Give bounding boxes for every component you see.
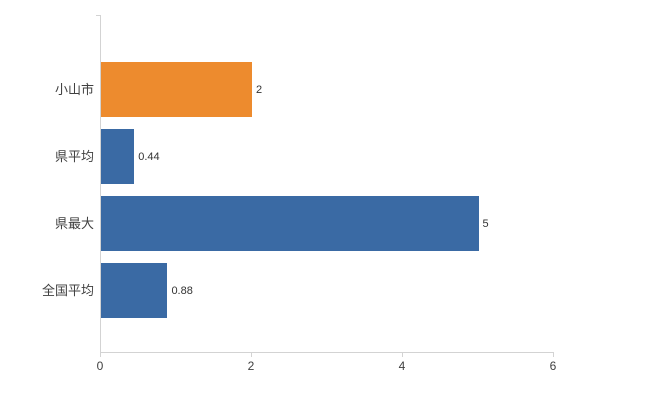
x-tick-label: 4: [398, 359, 406, 373]
x-tick-label: 0: [96, 359, 104, 373]
y-axis-line: [100, 15, 101, 353]
x-axis-tick: [402, 353, 403, 357]
x-tick-label: 6: [549, 359, 557, 373]
category-label: 小山市: [54, 81, 94, 97]
x-axis-tick: [100, 353, 101, 357]
x-axis-tick: [553, 353, 554, 357]
category-label: 全国平均: [41, 282, 94, 298]
category-label: 県最大: [54, 215, 94, 231]
y-axis-top-tick: [96, 15, 100, 16]
bar: [101, 196, 479, 251]
x-tick-label: 2: [247, 359, 255, 373]
x-axis-tick: [251, 353, 252, 357]
x-axis-line: [100, 352, 554, 353]
bar: [101, 129, 135, 184]
bar-value-label: 0.88: [171, 284, 193, 297]
bar-value-label: 2: [256, 83, 263, 96]
bar: [101, 62, 252, 117]
bar-value-label: 0.44: [138, 150, 160, 163]
category-label: 県平均: [54, 148, 94, 164]
bar: [101, 263, 168, 318]
bar-value-label: 5: [482, 217, 489, 230]
